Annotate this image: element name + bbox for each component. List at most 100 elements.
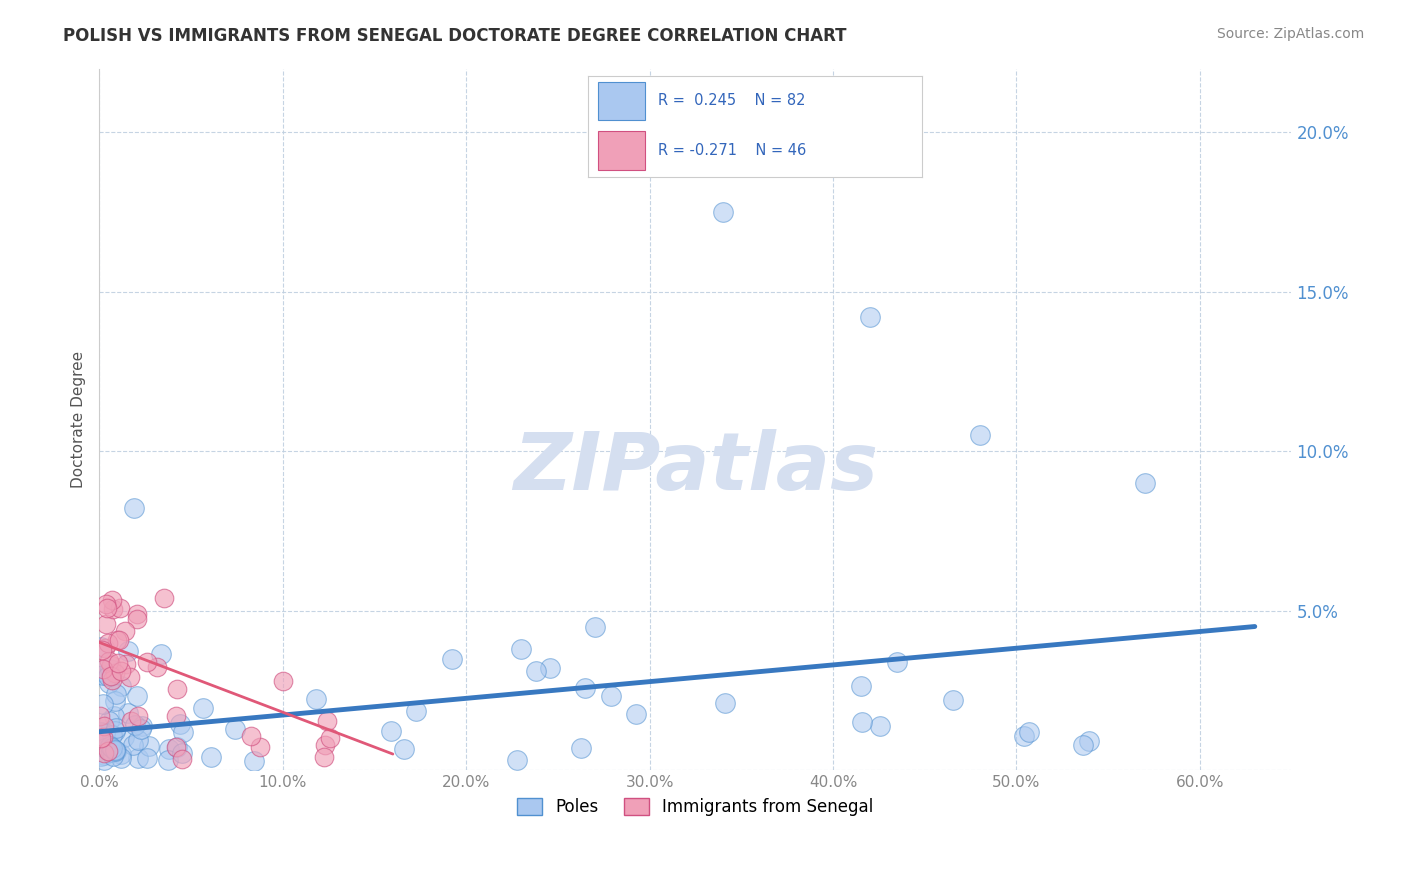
Point [583,619,606,633]
Point [506,753,529,767]
Point [93,753,115,767]
Point [107,632,129,647]
Point [110,751,132,765]
Text: ZIPatlas: ZIPatlas [513,429,877,508]
Point [172,725,194,739]
Point [98,676,121,690]
Point [97,741,120,756]
Point [110,679,132,693]
Point [131,722,153,736]
Point [249,740,271,755]
Legend: Poles, Immigrants from Senegal: Poles, Immigrants from Senegal [509,790,882,825]
Point [90,748,112,763]
Point [105,744,128,758]
Point [104,742,127,756]
Point [110,747,132,762]
Point [105,633,128,648]
Point [440,651,463,665]
Point [318,731,340,745]
Point [96,742,118,756]
Point [103,744,125,758]
Point [569,741,592,756]
Point [124,718,146,732]
Point [117,643,139,657]
Point [122,501,145,516]
Point [851,680,873,694]
Point [90,640,112,654]
Point [243,755,266,769]
Point [91,661,114,675]
Point [510,641,533,656]
Point [392,741,415,756]
Point [100,657,122,672]
Point [714,696,737,710]
Point [166,709,188,723]
Point [103,709,125,723]
Point [127,751,149,765]
Point [93,740,115,755]
Point [120,714,142,729]
Point [97,714,120,729]
Point [104,665,127,680]
Point [131,719,153,733]
Point [94,725,117,739]
Point [100,745,122,759]
Point [101,749,124,764]
Point [574,681,596,695]
Point [103,723,125,738]
Point [886,655,908,669]
Point [122,738,145,752]
Point [153,591,176,605]
Point [101,728,124,742]
Point [869,719,891,733]
Point [98,739,121,753]
Point [90,643,112,657]
Point [101,673,124,687]
Point [240,729,263,743]
Point [312,749,335,764]
Point [104,721,127,735]
Point [942,693,965,707]
Point [93,746,115,760]
Point [200,749,222,764]
Point [169,717,191,731]
Point [93,747,115,762]
Point [624,706,647,721]
Point [138,739,160,753]
Point [156,753,179,767]
Point [166,740,188,755]
Y-axis label: Doctorate Degree: Doctorate Degree [72,351,86,488]
Point [90,731,112,746]
Point [538,661,561,675]
Point [1071,738,1094,752]
Point [600,689,623,703]
Point [166,682,188,697]
Point [314,738,336,752]
Point [859,310,882,325]
Point [524,664,547,678]
Point [170,752,193,766]
Point [305,692,328,706]
Point [118,670,141,684]
Point [91,726,114,740]
Point [97,636,120,650]
Point [380,723,402,738]
Point [101,741,124,756]
Point [127,607,149,621]
Point [271,674,294,689]
Point [135,655,157,669]
Point [96,600,118,615]
Point [851,715,873,730]
Point [145,659,167,673]
Point [98,662,121,676]
Point [97,742,120,756]
Point [315,714,337,729]
Point [91,667,114,681]
Point [104,687,127,701]
Point [91,731,114,745]
Point [150,647,173,661]
Point [110,664,132,678]
Point [224,723,246,737]
Point [405,704,427,718]
Point [94,640,117,655]
